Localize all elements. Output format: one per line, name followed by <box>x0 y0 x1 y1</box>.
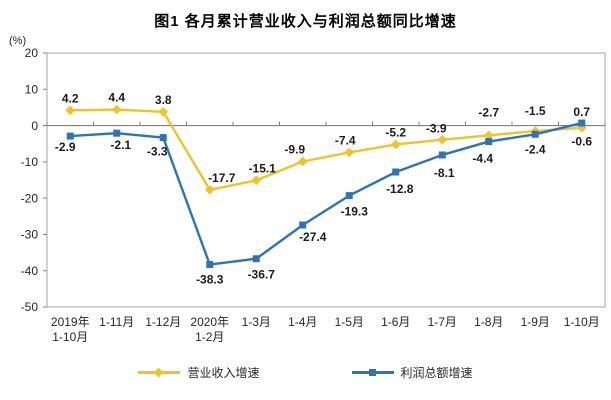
revenue-marker-icon <box>437 134 448 145</box>
revenue-marker-icon <box>158 106 169 117</box>
profit-data-label: -2.4 <box>525 142 546 156</box>
revenue-data-label: 4.4 <box>108 91 125 105</box>
y-tick-label: -30 <box>21 228 39 242</box>
profit-data-label: 0.7 <box>573 105 590 119</box>
revenue-legend-label: 营业收入增速 <box>187 366 260 380</box>
profit-data-label: -3.3 <box>147 145 168 159</box>
revenue-marker-icon <box>204 184 215 195</box>
x-category-label: 2020年 1-2月 <box>190 315 229 344</box>
profit-legend-marker-icon <box>351 366 394 380</box>
revenue-data-label: -5.2 <box>385 125 406 139</box>
profit-data-label: -12.8 <box>386 182 414 196</box>
revenue-data-label: 3.8 <box>155 93 172 107</box>
plot-border <box>46 52 606 308</box>
profit-data-label: -19.3 <box>341 205 369 219</box>
x-category-label: 1-7月 <box>428 315 457 329</box>
x-category-label: 1-5月 <box>335 315 364 329</box>
x-category-label: 1-6月 <box>381 315 410 329</box>
revenue-data-label: -9.9 <box>284 142 305 156</box>
x-category-label: 1-10月 <box>564 315 600 329</box>
y-tick-label: -50 <box>21 300 39 314</box>
revenue-series-line <box>69 108 583 191</box>
revenue-marker-icon <box>390 139 401 150</box>
profit-data-label: -36.7 <box>248 268 276 282</box>
revenue-legend-marker-icon <box>138 366 181 380</box>
profit-data-label: -27.4 <box>299 230 327 244</box>
revenue-data-label: -3.9 <box>426 122 447 136</box>
y-tick-label: 20 <box>25 46 39 60</box>
profit-legend-label: 利润总额增速 <box>400 366 473 380</box>
x-category-label: 1-8月 <box>474 315 503 329</box>
profit-marker-icon <box>345 192 353 200</box>
y-tick-label: -20 <box>21 191 39 205</box>
revenue-data-label: -7.4 <box>335 133 356 147</box>
revenue-marker-icon <box>111 104 122 115</box>
profit-marker-icon <box>159 134 167 142</box>
profit-series-line <box>69 121 583 266</box>
profit-legend-square-icon <box>368 369 376 376</box>
profit-marker-icon <box>531 130 539 138</box>
x-category-label: 1-11月 <box>99 315 134 329</box>
x-category-label: 1-12月 <box>145 315 181 329</box>
x-category-label: 1-4月 <box>288 315 317 329</box>
y-tick-label: 0 <box>31 119 38 133</box>
profit-marker-icon <box>113 129 121 137</box>
profit-data-label: -8.1 <box>434 166 455 180</box>
profit-marker-icon <box>206 261 214 269</box>
y-tick-label: 10 <box>25 82 39 96</box>
revenue-data-label: -0.6 <box>571 135 592 149</box>
profit-data-label: -2.1 <box>110 138 131 152</box>
x-category-label: 1-9月 <box>521 315 550 329</box>
y-tick-label: -40 <box>21 264 39 278</box>
revenue-data-label: -1.5 <box>525 104 546 118</box>
revenue-marker-icon <box>344 147 355 158</box>
profit-marker-icon <box>438 151 446 159</box>
chart-title: 图1 各月累计营业收入与利润总额同比增速 <box>154 13 457 30</box>
revenue-data-label: -2.7 <box>478 105 499 119</box>
legend-item-profit: 利润总额增速 <box>351 364 473 381</box>
revenue-marker-icon <box>297 156 308 167</box>
profit-marker-icon <box>485 138 493 146</box>
profit-marker-icon <box>299 221 307 229</box>
y-tick-label: -10 <box>21 155 39 169</box>
revenue-legend-diamond-icon <box>154 367 164 378</box>
x-category-label: 1-3月 <box>242 315 271 329</box>
revenue-data-label: -15.1 <box>249 161 277 175</box>
profit-marker-icon <box>578 119 586 127</box>
profit-data-label: -38.3 <box>196 273 224 287</box>
profit-marker-icon <box>392 168 400 176</box>
revenue-marker-icon <box>251 175 262 186</box>
revenue-marker-icon <box>65 105 76 116</box>
profit-marker-icon <box>66 132 74 140</box>
profit-data-label: -4.4 <box>472 152 493 166</box>
profit-marker-icon <box>252 255 260 263</box>
y-axis-unit-label: (%) <box>9 35 27 47</box>
legend: 营业收入增速 利润总额增速 <box>0 364 611 381</box>
revenue-data-label: -17.7 <box>208 171 236 185</box>
profit-data-label: -2.9 <box>55 140 76 154</box>
legend-item-revenue: 营业收入增速 <box>138 364 260 381</box>
revenue-data-label: 4.2 <box>62 91 79 105</box>
x-category-label: 2019年 1-10月 <box>51 315 90 344</box>
